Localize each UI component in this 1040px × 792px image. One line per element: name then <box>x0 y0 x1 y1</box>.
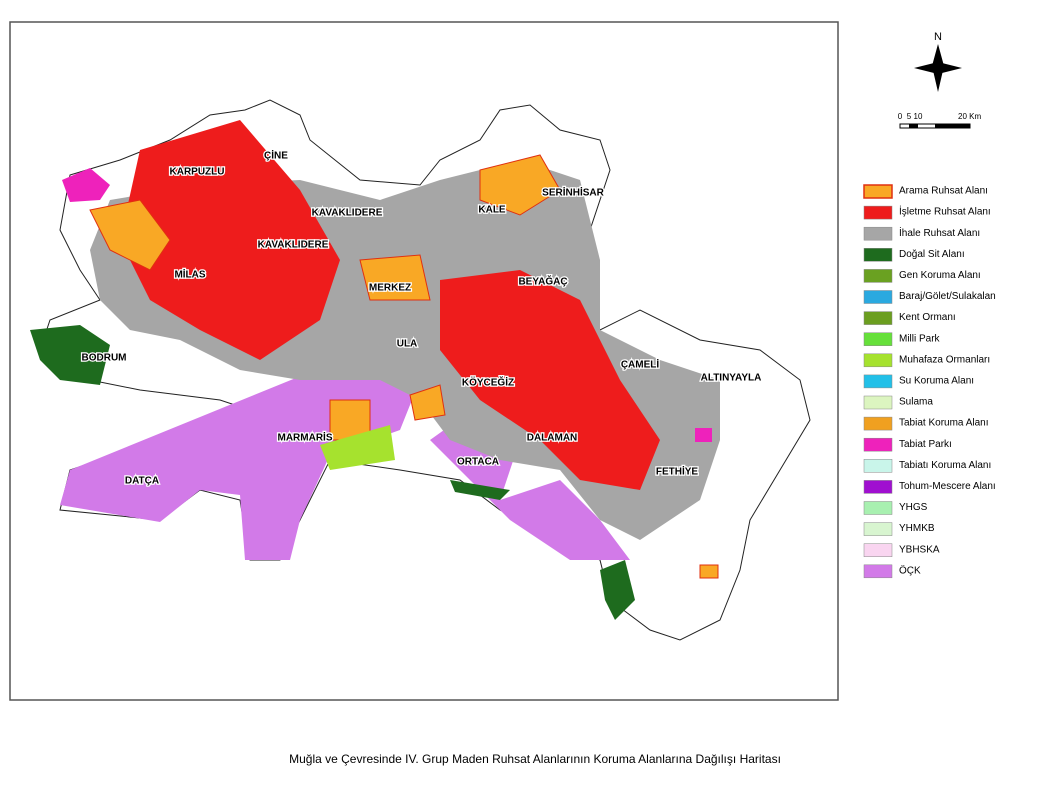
legend-swatch <box>863 290 893 304</box>
legend-label: İşletme Ruhsat Alanı <box>899 205 991 218</box>
place-label: KAVAKLIDERE <box>258 240 329 251</box>
legend-swatch <box>863 248 893 262</box>
legend-swatch <box>863 184 893 199</box>
legend-label: ÖÇK <box>899 564 921 576</box>
legend-label: Su Koruma Alanı <box>899 376 974 387</box>
scale-label: 5 <box>907 112 912 121</box>
north-label: N <box>934 31 942 43</box>
legend-label: Gen Koruma Alanı <box>899 270 981 281</box>
place-label: MARMARİS <box>278 431 333 444</box>
scale-label: 10 <box>914 112 923 121</box>
permit-area <box>120 120 340 360</box>
place-label: KÖYCEĞİZ <box>462 376 514 389</box>
legend-label: Arama Ruhsat Alanı <box>899 186 988 197</box>
legend-label: Milli Park <box>899 333 941 344</box>
legend-swatch <box>863 416 893 431</box>
place-label: ALTINYAYLA <box>701 373 762 384</box>
legend-label: Muhafaza Ormanları <box>899 354 990 365</box>
legend-label: YBHSKA <box>899 544 940 555</box>
legend-swatch <box>863 374 893 389</box>
permit-area <box>440 270 660 490</box>
scale-label: 20 Km <box>958 112 981 121</box>
place-label: MİLAS <box>174 268 205 281</box>
legend-swatch <box>863 269 893 283</box>
place-label: DATÇA <box>125 476 159 487</box>
legend-label: YHGS <box>899 502 928 513</box>
legend-swatch <box>863 564 893 579</box>
place-label: MERKEZ <box>369 283 411 294</box>
protected-area <box>320 425 395 470</box>
permit-area <box>89 199 171 271</box>
permit-area <box>699 564 719 579</box>
legend-label: Tabiat Parkı <box>899 439 952 450</box>
legend-label: Tabiat Koruma Alanı <box>899 418 989 429</box>
place-label: ORTACA <box>457 457 499 468</box>
permit-area <box>409 384 446 421</box>
scale-bar: 0 5 10 20 Km <box>898 112 981 129</box>
legend-swatch <box>863 311 893 325</box>
place-label: BEYAĞAÇ <box>518 275 567 288</box>
legend-label: Baraj/Gölet/Sulakalan <box>899 291 996 302</box>
place-label: ULA <box>397 339 418 350</box>
caption: Muğla ve Çevresinde IV. Grup Maden Ruhsa… <box>289 752 781 766</box>
legend-label: Kent Ormanı <box>899 312 956 323</box>
protected-area <box>450 480 510 500</box>
protected-area <box>30 325 110 385</box>
legend-swatch <box>863 437 893 452</box>
protected-area <box>62 168 110 202</box>
legend-swatch <box>863 205 893 220</box>
legend-label: Tohum-Mescere Alanı <box>899 481 996 492</box>
place-label: DALAMAN <box>527 433 578 444</box>
legend-label: İhale Ruhsat Alanı <box>899 226 980 239</box>
legend-label: Doğal Sit Alanı <box>899 249 965 260</box>
legend-swatch <box>863 543 893 557</box>
scale-label: 0 <box>898 112 903 121</box>
legend: Arama Ruhsat Alanı İşletme Ruhsat Alanı İh… <box>863 184 996 579</box>
permit-area <box>359 254 431 301</box>
place-label: FETHİYE <box>656 465 699 478</box>
legend-label: Tabiatı Koruma Alanı <box>899 460 991 471</box>
north-arrow: N <box>914 31 962 92</box>
place-label: KARPUZLU <box>170 167 225 178</box>
legend-swatch <box>863 459 893 473</box>
place-label: BODRUM <box>82 353 127 364</box>
protected-area <box>600 560 635 620</box>
map <box>30 99 811 641</box>
legend-swatch <box>863 501 893 515</box>
legend-swatch <box>863 522 893 536</box>
legend-swatch <box>863 353 893 368</box>
legend-swatch <box>863 480 893 494</box>
protected-area <box>695 428 712 442</box>
legend-label: Sulama <box>899 397 933 408</box>
place-label: ÇİNE <box>264 149 288 162</box>
place-label: ÇAMELİ <box>621 358 660 371</box>
legend-swatch <box>863 395 893 410</box>
legend-swatch <box>863 226 893 241</box>
permit-area <box>479 154 561 216</box>
place-labels: KARPUZLU ÇİNE KAVAKLIDERE KALE SERİNHİSAR KAV… <box>80 147 762 488</box>
legend-swatch <box>863 332 893 346</box>
legend-label: YHMKB <box>899 523 935 534</box>
place-label: SERİNHİSAR <box>542 186 604 199</box>
place-label: KAVAKLIDERE <box>312 208 383 219</box>
place-label: KALE <box>478 205 506 216</box>
